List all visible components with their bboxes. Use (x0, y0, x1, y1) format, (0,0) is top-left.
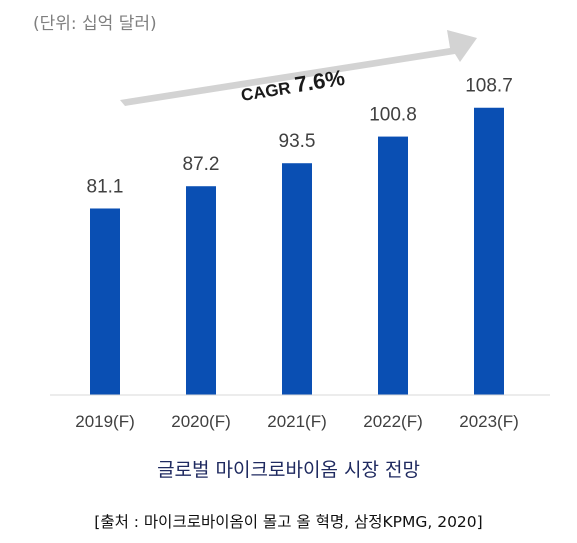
value-label-2019(F): 81.1 (87, 176, 124, 197)
value-label-2022(F): 100.8 (369, 105, 417, 126)
cagr-value: 7.6% (293, 65, 346, 98)
cagr-arrow (120, 30, 477, 106)
value-label-2021(F): 93.5 (279, 131, 316, 152)
value-label-2020(F): 87.2 (183, 154, 220, 175)
cagr-annotation: CAGR 7.6% (120, 30, 477, 106)
bar-2022(F) (378, 136, 408, 395)
chart-title: 글로벌 마이크로바이옴 시장 전망 (157, 459, 420, 481)
bars (90, 107, 504, 396)
bar-2021(F) (282, 163, 312, 395)
bar-2023(F) (474, 107, 504, 396)
bar-chart: (단위: 십억 달러) CAGR 7.6% 81.1 87.2 93.5 100.8 1… (33, 14, 550, 431)
x-tick-2022(F): 2022(F) (363, 412, 423, 431)
bar-2020(F) (186, 186, 216, 395)
value-labels: 81.1 87.2 93.5 100.8 108.7 (87, 76, 513, 198)
value-label-2023(F): 108.7 (465, 76, 513, 97)
source-note: [출처 : 마이크로바이옴이 몰고 올 혁명, 삼정KPMG, 2020] (94, 513, 483, 531)
x-tick-2021(F): 2021(F) (267, 412, 327, 431)
unit-note: (단위: 십억 달러) (33, 14, 157, 34)
bar-2019(F) (90, 208, 120, 395)
x-tick-2023(F): 2023(F) (459, 412, 519, 431)
x-tick-2019(F): 2019(F) (75, 412, 135, 431)
x-axis-tick-labels: 2019(F) 2020(F) 2021(F) 2022(F) 2023(F) (75, 412, 519, 431)
cagr-label: CAGR 7.6% (239, 65, 347, 106)
x-tick-2020(F): 2020(F) (171, 412, 231, 431)
